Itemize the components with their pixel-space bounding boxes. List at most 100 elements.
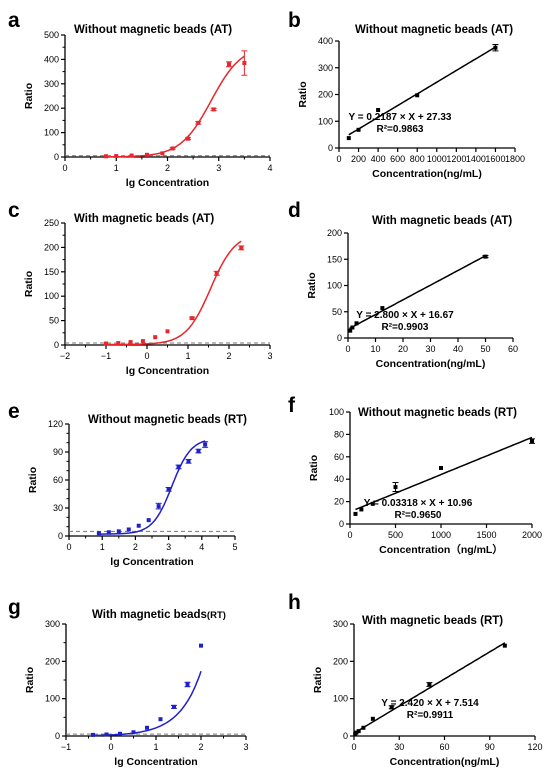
panel-letter: a <box>8 9 20 32</box>
x-axis-label: lg Concentration <box>110 556 193 568</box>
y-tick-label: 30 <box>53 503 63 513</box>
data-point <box>118 731 122 736</box>
data-point <box>140 339 145 344</box>
data-point <box>172 704 176 709</box>
fit-curve <box>348 46 496 136</box>
chart-title: Without magnetic beads (AT) <box>355 24 513 36</box>
x-tick-label: 1400 <box>466 154 486 164</box>
data-point <box>239 245 244 250</box>
chart-panel-a: a Without magnetic beads (AT) 0 1 2 3 4 0 100 200… <box>8 9 273 189</box>
chart-title: With magnetic beads (AT) <box>74 213 214 225</box>
data-point <box>356 127 361 132</box>
x-tick-label: 50 <box>480 344 490 354</box>
x-tick-label: 3 <box>267 351 272 361</box>
fit-curve <box>349 255 486 330</box>
y-tick-label: 100 <box>329 407 344 417</box>
data-point <box>227 62 231 67</box>
x-tick-label: 1000 <box>431 530 451 540</box>
data-point <box>146 518 151 523</box>
x-tick-label: 1 <box>153 742 158 752</box>
y-tick-label: 0 <box>54 340 59 350</box>
chart-title-suffix: (RT) <box>207 610 226 621</box>
x-tick-label: 3 <box>166 542 171 552</box>
y-axis-label: Ratio <box>27 467 39 493</box>
data-point <box>153 335 158 340</box>
x-tick-label: 1 <box>100 542 105 552</box>
y-axis-label: Ratio <box>297 81 309 107</box>
x-tick-label: 0 <box>144 351 149 361</box>
y-axis-label: Ratio <box>23 271 35 297</box>
panel-letter: f <box>288 394 296 417</box>
y-tick-label: 40 <box>334 474 344 484</box>
data-point <box>196 120 201 125</box>
y-tick-label: 100 <box>318 116 333 126</box>
x-tick-label: 2 <box>133 542 138 552</box>
y-tick-label: 0 <box>339 519 344 529</box>
data-point <box>116 529 121 534</box>
fit-curve <box>354 642 506 734</box>
fit-equation: Y = 2.420 × X + 7.514 <box>381 698 479 709</box>
fit-equation: Y = 0.03318 × X + 10.96 <box>364 498 473 509</box>
y-tick-label: 0 <box>343 731 348 741</box>
x-tick-label: 1600 <box>485 154 505 164</box>
data-point <box>129 153 134 158</box>
data-point <box>104 154 108 159</box>
data-point <box>493 45 498 50</box>
y-tick-label: 60 <box>53 475 63 485</box>
chart-title-main: With magnetic beads (RT) <box>362 615 503 627</box>
data-point <box>502 643 507 648</box>
chart-title: Without magnetic beads (AT) <box>74 24 232 36</box>
y-tick-label: 100 <box>45 694 60 704</box>
chart-title-main: With magnetic beads (AT) <box>372 215 512 227</box>
y-tick-label: 250 <box>44 218 59 228</box>
y-tick-label: 50 <box>332 307 342 317</box>
x-tick-label: 200 <box>351 154 366 164</box>
data-point <box>166 487 171 492</box>
data-point <box>242 61 247 66</box>
x-tick-label: 5 <box>232 542 237 552</box>
data-point <box>176 464 181 469</box>
x-tick-label: 1200 <box>446 154 466 164</box>
x-tick-label: 2 <box>165 163 170 173</box>
data-point <box>128 340 133 345</box>
y-tick-label: 150 <box>44 267 59 277</box>
x-axis-label: lg Concentration <box>126 177 209 189</box>
y-tick-label: 100 <box>333 694 348 704</box>
x-tick-label: 800 <box>410 154 425 164</box>
x-tick-label: 1500 <box>476 530 496 540</box>
y-axis-label: Ratio <box>23 83 35 109</box>
chart-panel-f: f Without magnetic beads (RT)0 500 1000 1500… <box>288 394 542 556</box>
fit-curve <box>106 55 245 158</box>
data-point <box>114 154 119 159</box>
fit-curve <box>106 240 242 346</box>
x-tick-label: 30 <box>425 344 435 354</box>
fit-r-squared: R²=0.9903 <box>382 322 429 333</box>
data-point <box>199 643 203 648</box>
x-tick-label: 40 <box>453 344 463 354</box>
data-point <box>158 717 163 722</box>
data-point <box>370 716 375 721</box>
chart-title-main: Without magnetic beads (RT) <box>88 414 247 426</box>
y-tick-label: 0 <box>55 731 60 741</box>
panel-letter: e <box>8 400 20 423</box>
y-tick-label: 100 <box>44 291 59 301</box>
data-point <box>186 136 190 141</box>
data-point <box>156 504 161 509</box>
chart-panel-g: g With magnetic beads(RT)−1 0 1 2 30100200300… <box>8 596 249 768</box>
x-axis-label: lg Concentration <box>126 365 209 377</box>
chart-title: Without magnetic beads (RT) <box>358 407 517 419</box>
y-axis-label: Ratio <box>24 667 36 693</box>
data-point <box>196 449 201 454</box>
y-axis-label: Ratio <box>308 455 320 481</box>
y-tick-label: 200 <box>44 103 59 113</box>
x-tick-label: −1 <box>61 742 71 752</box>
y-tick-label: 0 <box>54 152 59 162</box>
fit-equation: Y = 2.800 × X + 16.67 <box>356 310 454 321</box>
x-axis-label: lg Concentration <box>114 756 197 768</box>
data-point <box>376 108 381 113</box>
y-tick-label: 200 <box>45 656 60 666</box>
x-tick-label: 90 <box>485 742 495 752</box>
x-tick-label: 1 <box>185 351 190 361</box>
y-tick-label: 200 <box>318 90 333 100</box>
